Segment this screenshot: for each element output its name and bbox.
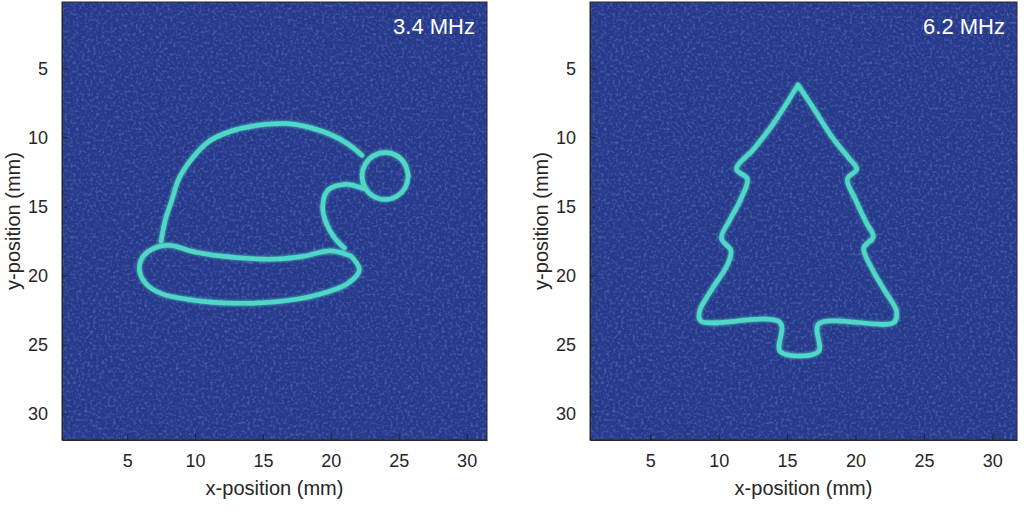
axis-line: [63, 440, 488, 441]
tick-mark: [62, 345, 68, 346]
tick: 25: [389, 434, 409, 471]
plot-frame: [590, 2, 1017, 440]
tick-label: 30: [556, 404, 576, 424]
tick: 20: [28, 266, 68, 286]
tick-label: 20: [846, 451, 866, 471]
tick-mark: [590, 206, 596, 207]
y-axis: 5 10 15 20 25 30: [28, 3, 68, 441]
axis-line: [590, 3, 591, 441]
tick-label: 15: [253, 451, 273, 471]
tick: 10: [186, 434, 206, 471]
tick: 15: [556, 197, 596, 217]
tick: 10: [709, 434, 729, 471]
tick: 25: [28, 335, 68, 355]
tick-mark: [924, 434, 925, 440]
tick-mark: [787, 434, 788, 440]
x-axis: 5 10 15 20 25 30: [63, 434, 488, 471]
tick-mark: [590, 276, 596, 277]
tick: 30: [983, 434, 1003, 471]
y-axis: 5 10 15 20 25 30: [556, 3, 596, 441]
tick-label: 15: [556, 197, 576, 217]
tick-label: 25: [389, 451, 409, 471]
plot-background: [590, 2, 1017, 440]
tick-label: 10: [28, 128, 48, 148]
tick-label: 20: [321, 451, 341, 471]
tick: 15: [28, 197, 68, 217]
tick-mark: [719, 434, 720, 440]
tick: 10: [556, 128, 596, 148]
plot-frame: [62, 2, 487, 440]
panel-title: 3.4 MHz: [393, 14, 475, 39]
marks: [139, 123, 408, 303]
tick-mark: [195, 434, 196, 440]
tick: 5: [38, 59, 68, 79]
tick-label: 20: [556, 266, 576, 286]
tick-label: 5: [566, 59, 576, 79]
tick-mark: [62, 206, 68, 207]
tick-mark: [856, 434, 857, 440]
tick-mark: [650, 434, 651, 440]
tick: 15: [253, 434, 273, 471]
tick-label: 25: [28, 335, 48, 355]
tick: 10: [28, 128, 68, 148]
tick-mark: [127, 434, 128, 440]
axis-line: [591, 440, 1018, 441]
tick-label: 5: [646, 451, 656, 471]
tick: 20: [556, 266, 596, 286]
tick-mark: [467, 434, 468, 440]
tick: 25: [914, 434, 934, 471]
tick: 30: [457, 434, 477, 471]
tick-mark: [590, 68, 596, 69]
tick-label: 30: [28, 404, 48, 424]
x-axis: 5 10 15 20 25 30: [591, 434, 1018, 471]
background-speckle: [62, 2, 487, 440]
tick-mark: [590, 345, 596, 346]
tick-label: 10: [186, 451, 206, 471]
tick: 15: [778, 434, 798, 471]
tick-label: 25: [914, 451, 934, 471]
tick-mark: [62, 414, 68, 415]
tick: 25: [556, 335, 596, 355]
tick-label: 5: [38, 59, 48, 79]
tick: 30: [28, 404, 68, 424]
panel-title: 6.2 MHz: [923, 14, 1005, 39]
marks: [699, 85, 897, 356]
panel: 5 10 15 20 25 30 5 10 15 20 25 30 3.4 MHz x-position …: [2, 2, 488, 499]
tick-label: 5: [123, 451, 133, 471]
tick-mark: [590, 414, 596, 415]
tick-label: 30: [983, 451, 1003, 471]
tick: 30: [556, 404, 596, 424]
panel: 5 10 15 20 25 30 5 10 15 20 25 30 6.2 MHz x-position …: [530, 2, 1018, 499]
tick: 20: [846, 434, 866, 471]
x-axis-title: x-position (mm): [206, 477, 344, 499]
tick-mark: [590, 137, 596, 138]
tick-label: 15: [778, 451, 798, 471]
tick-mark: [992, 434, 993, 440]
tick: 5: [566, 59, 596, 79]
tick-mark: [331, 434, 332, 440]
tick-label: 10: [709, 451, 729, 471]
tick: 20: [321, 434, 341, 471]
tick-label: 25: [556, 335, 576, 355]
x-axis-title: x-position (mm): [735, 477, 873, 499]
outline-line: [139, 123, 408, 303]
tick-label: 15: [28, 197, 48, 217]
tick-mark: [62, 137, 68, 138]
tick-label: 30: [457, 451, 477, 471]
tick: 5: [646, 434, 656, 471]
figure: 5 10 15 20 25 30 5 10 15 20 25 30 3.4 MHz x-position …: [0, 0, 1024, 512]
tick-mark: [62, 276, 68, 277]
axis-line: [62, 3, 63, 441]
tick-label: 20: [28, 266, 48, 286]
tick: 5: [123, 434, 133, 471]
tick-label: 10: [556, 128, 576, 148]
y-axis-title: y-position (mm): [530, 152, 552, 290]
tick-mark: [62, 68, 68, 69]
background-speckle: [590, 2, 1017, 440]
tick-mark: [399, 434, 400, 440]
tick-mark: [263, 434, 264, 440]
outline-line: [699, 85, 897, 356]
y-axis-title: y-position (mm): [2, 152, 24, 290]
plot-background: [62, 2, 487, 440]
